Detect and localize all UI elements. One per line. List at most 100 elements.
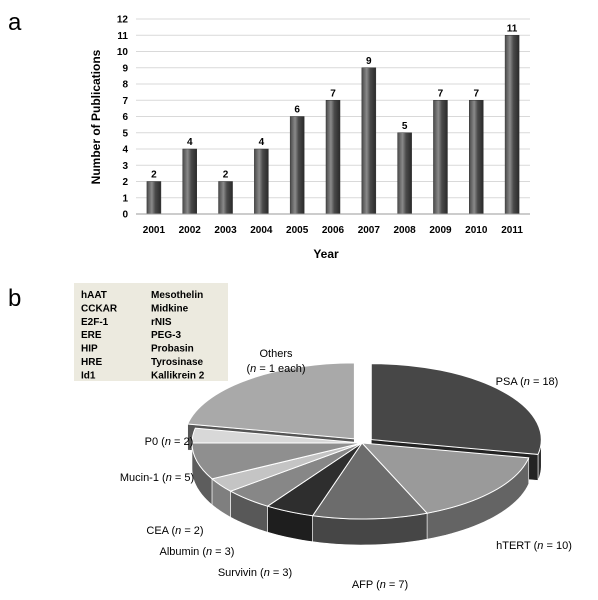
bar-data-label: 7: [330, 88, 336, 99]
bar: [218, 181, 233, 215]
pie-slice-label: Mucin-1 (n = 5): [120, 472, 194, 484]
bar-x-ticks: 2001 2002 2003 2004 2005 2006 2007 2008 2009 2010…: [143, 225, 524, 236]
bar-data-label: 6: [294, 105, 300, 116]
pie-slice: [311, 442, 429, 520]
others-box-item: Probasin: [151, 344, 194, 355]
panel-label-a: a: [8, 9, 22, 36]
bar-x-tick-label: 2010: [465, 225, 488, 236]
bar: [289, 116, 305, 215]
others-box-item: Midkine: [151, 303, 189, 314]
pie-label-part: Survivin (: [218, 567, 264, 579]
others-box-item: Kallikrein 2: [151, 370, 205, 381]
bar-series: [146, 35, 520, 215]
bar-x-axis-title: Year: [313, 247, 339, 261]
bar: [325, 100, 341, 215]
pie-label-part: = 5): [172, 472, 194, 484]
pie-slice-label: Albumin (n = 3): [160, 546, 235, 558]
pie-slice-label: Others (n = 1 each): [246, 348, 305, 375]
bar-y-tick-label: 9: [122, 63, 128, 74]
pie-label-part: n: [165, 436, 171, 448]
pie-label-part: n: [175, 525, 181, 537]
bar-y-axis-title: Number of Publications: [89, 49, 103, 184]
pie-label-part: CEA (: [146, 525, 175, 537]
others-box-background: [74, 283, 228, 381]
others-box-item: HIP: [81, 344, 98, 355]
bar-x-tick-label: 2004: [250, 225, 273, 236]
bar: [504, 35, 520, 215]
bar-data-label: 9: [366, 56, 372, 67]
others-box-item: PEG-3: [151, 330, 181, 341]
bar-x-tick-label: 2002: [179, 225, 202, 236]
bar-data-label: 7: [473, 88, 479, 99]
pie-label-part: = 10): [543, 540, 571, 552]
bar-y-tick-label: 7: [122, 96, 128, 107]
pie-label-part: = 2): [181, 525, 203, 537]
bar-x-tick-label: 2008: [394, 225, 417, 236]
bar-x-tick-label: 2006: [322, 225, 345, 236]
others-box-item: Mesothelin: [151, 290, 203, 301]
pie-slice: [370, 363, 542, 455]
others-box-item: Id1: [81, 370, 96, 381]
pie-label-part: = 3): [270, 567, 292, 579]
panel-label-b: b: [8, 285, 21, 312]
pie-label-part: PSA (: [496, 376, 524, 388]
bar-data-label: 5: [402, 121, 408, 132]
bar-y-tick-label: 4: [122, 145, 128, 156]
pie-label-part: hTERT (: [496, 540, 537, 552]
bar-y-tick-label: 10: [117, 47, 129, 58]
bar-data-label: 11: [507, 23, 518, 34]
others-box-item: Tyrosinase: [151, 357, 203, 368]
pie-label-part: = 18): [530, 376, 558, 388]
bar: [182, 148, 197, 215]
others-box-col1: hAAT CCKAR E2F-1 ERE HIP HRE Id1: [81, 290, 118, 381]
bar-y-tick-label: 12: [117, 15, 129, 26]
pie-label-line: Others: [259, 348, 293, 360]
pie-label-part: n: [380, 579, 386, 591]
others-box-item: hAAT: [81, 290, 107, 301]
pie-label-part: n: [264, 567, 270, 579]
bar-y-tick-label: 11: [117, 31, 128, 42]
pie-label-part: Albumin (: [160, 546, 207, 558]
pie-label-part: Mucin-1 (: [120, 472, 166, 484]
pie-slice: [360, 442, 530, 514]
pie-label-part: = 7): [386, 579, 408, 591]
pie-slice-label: P0 (n = 2): [145, 436, 194, 448]
others-box-item: CCKAR: [81, 303, 118, 314]
bar-y-tick-label: 6: [122, 112, 128, 123]
others-box-item: HRE: [81, 357, 102, 368]
pie-slice: [186, 362, 355, 440]
bar-x-tick-label: 2001: [143, 225, 166, 236]
bar-y-tick-label: 8: [122, 80, 128, 91]
pie-slice-label: Survivin (n = 3): [218, 567, 292, 579]
pie-label-part: AFP (: [352, 579, 380, 591]
pie-labels: PSA (n = 18)hTERT (n = 10)AFP (n = 7)Sur…: [120, 348, 572, 591]
bar-x-tick-label: 2003: [214, 225, 237, 236]
bar: [254, 148, 269, 215]
others-box-item: ERE: [81, 330, 102, 341]
bar: [397, 132, 412, 215]
bar-y-tick-label: 0: [122, 210, 128, 221]
pie-label-part: = 2): [171, 436, 193, 448]
others-legend-box: hAAT CCKAR E2F-1 ERE HIP HRE Id1 Mesothelin Mid…: [74, 283, 228, 381]
pie-label-part: (: [246, 363, 250, 375]
bar-y-tick-label: 2: [122, 177, 128, 188]
bar-data-label: 2: [151, 170, 157, 181]
others-box-item: rNIS: [151, 317, 172, 328]
pie-label-part: n: [206, 546, 212, 558]
bar: [361, 67, 377, 215]
pie-slice-label: CEA (n = 2): [146, 525, 203, 537]
pie-slice: [191, 427, 363, 444]
bar-x-tick-label: 2009: [429, 225, 452, 236]
bar-x-tick-label: 2005: [286, 225, 309, 236]
pie-chart: hAAT CCKAR E2F-1 ERE HIP HRE Id1 Mesothelin Mid…: [74, 283, 572, 591]
pie-label-part: P0 (: [145, 436, 166, 448]
pie-label-part: n: [537, 540, 543, 552]
pie-label-part: n: [250, 363, 256, 375]
others-box-item: E2F-1: [81, 317, 109, 328]
bar-y-tick-label: 1: [122, 193, 128, 204]
bar: [469, 100, 484, 215]
bar: [146, 181, 162, 215]
